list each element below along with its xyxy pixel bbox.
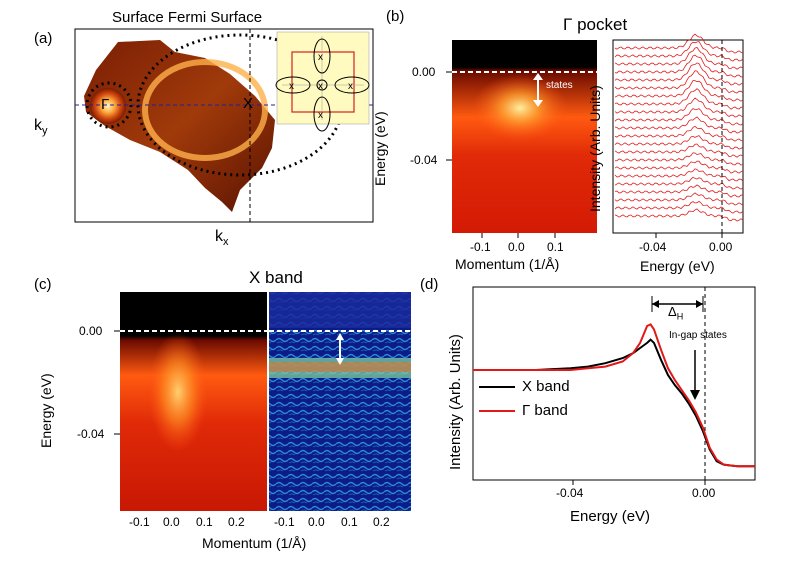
- c-xtick-2: 0.1: [196, 515, 213, 529]
- c-xtick-3: 0.2: [228, 515, 245, 529]
- d-xtick-1: 0.00: [692, 486, 716, 500]
- c-xtick-7: 0.2: [373, 515, 390, 529]
- edc-trace-18: [614, 184, 744, 198]
- panel-c-label: (c): [34, 276, 52, 293]
- d-xtick-0: -0.04: [556, 486, 584, 500]
- edc-xtick-1: 0.00: [709, 240, 733, 254]
- svg-text:x: x: [289, 81, 294, 92]
- edc-ylabel: Intensity (Arb. Units): [587, 85, 603, 212]
- edc-trace-12: [614, 135, 744, 150]
- legend-x-band: X band: [522, 378, 570, 395]
- panel-a-xlabel: kx: [215, 228, 229, 249]
- panel-b-title: Γ pocket: [563, 15, 628, 34]
- panel-b-ylabel: Energy (eV): [372, 111, 388, 186]
- panel-b: [446, 33, 744, 238]
- c-xtick-5: 0.0: [308, 515, 325, 529]
- edc-trace-3: [614, 54, 744, 78]
- panel-d-label: (d): [420, 276, 439, 293]
- edc-curves: [473, 323, 755, 468]
- b-xtick-1: 0.0: [508, 240, 525, 254]
- edc-series-1: [473, 323, 755, 468]
- in-gap-states-label: In-gap states: [669, 330, 727, 341]
- fermi-surface-map: [84, 40, 275, 212]
- edc-xlabel: Energy (eV): [640, 258, 715, 274]
- brillouin-zone-inset: x x x x x: [275, 31, 370, 132]
- c-ytick-0: 0.00: [79, 324, 103, 338]
- edc-plot-frame: [472, 286, 756, 481]
- panel-b-label: (b): [386, 8, 405, 25]
- svg-text:x: x: [348, 81, 353, 92]
- b-xtick-2: 0.1: [547, 240, 564, 254]
- panel-a-title: Surface Fermi Surface: [112, 9, 263, 26]
- edc-trace-6: [614, 80, 744, 102]
- x-band-derivative: [269, 292, 411, 511]
- gamma-pocket-intensity: [90, 88, 126, 124]
- edc-xtick-0: -0.04: [639, 240, 667, 254]
- b-ytick-0: 0.00: [412, 65, 436, 79]
- svg-text:x: x: [318, 110, 323, 121]
- x-pocket-intensity: [142, 59, 268, 161]
- delta-h-label: ΔH: [668, 304, 684, 322]
- states-label: states: [546, 80, 573, 91]
- c-xtick-0: -0.1: [129, 515, 150, 529]
- edc-trace-10: [614, 116, 744, 134]
- edc-trace-5: [614, 70, 744, 94]
- c-xtick-4: -0.1: [274, 515, 295, 529]
- c-ytick-1: -0.04: [77, 427, 105, 441]
- panel-c: [114, 292, 411, 511]
- edc-trace-4: [614, 62, 744, 86]
- c-xtick-1: 0.0: [163, 515, 180, 529]
- edc-trace-11: [614, 125, 744, 142]
- x-band-hotspot: [148, 332, 208, 452]
- panel-d: [472, 286, 756, 485]
- panel-a: x x x x x: [74, 28, 374, 223]
- panel-c-title: X band: [249, 268, 303, 287]
- b-xtick-0: -0.1: [470, 240, 491, 254]
- edc-trace-20: [614, 200, 744, 214]
- gamma-point-label: Γ: [101, 96, 110, 113]
- b-ytick-1: -0.04: [410, 153, 438, 167]
- svg-text:x: x: [318, 81, 323, 92]
- panel-d-xlabel: Energy (eV): [570, 508, 651, 525]
- edc-trace-19: [614, 192, 744, 206]
- legend-gamma-band: Γ band: [522, 402, 568, 419]
- panel-a-ylabel: ky: [34, 117, 48, 138]
- svg-text:x: x: [318, 52, 323, 63]
- panel-c-ylabel: Energy (eV): [38, 373, 54, 448]
- panel-b-xlabel: Momentum (1/Å): [455, 256, 560, 272]
- x-point-label: X: [243, 95, 254, 112]
- panel-a-label: (a): [34, 30, 53, 47]
- c-xtick-6: 0.1: [341, 515, 358, 529]
- panel-c-xlabel: Momentum (1/Å): [202, 535, 307, 551]
- gamma-pocket-hotspot: [472, 74, 568, 142]
- panel-d-ylabel: Intensity (Arb. Units): [447, 334, 464, 470]
